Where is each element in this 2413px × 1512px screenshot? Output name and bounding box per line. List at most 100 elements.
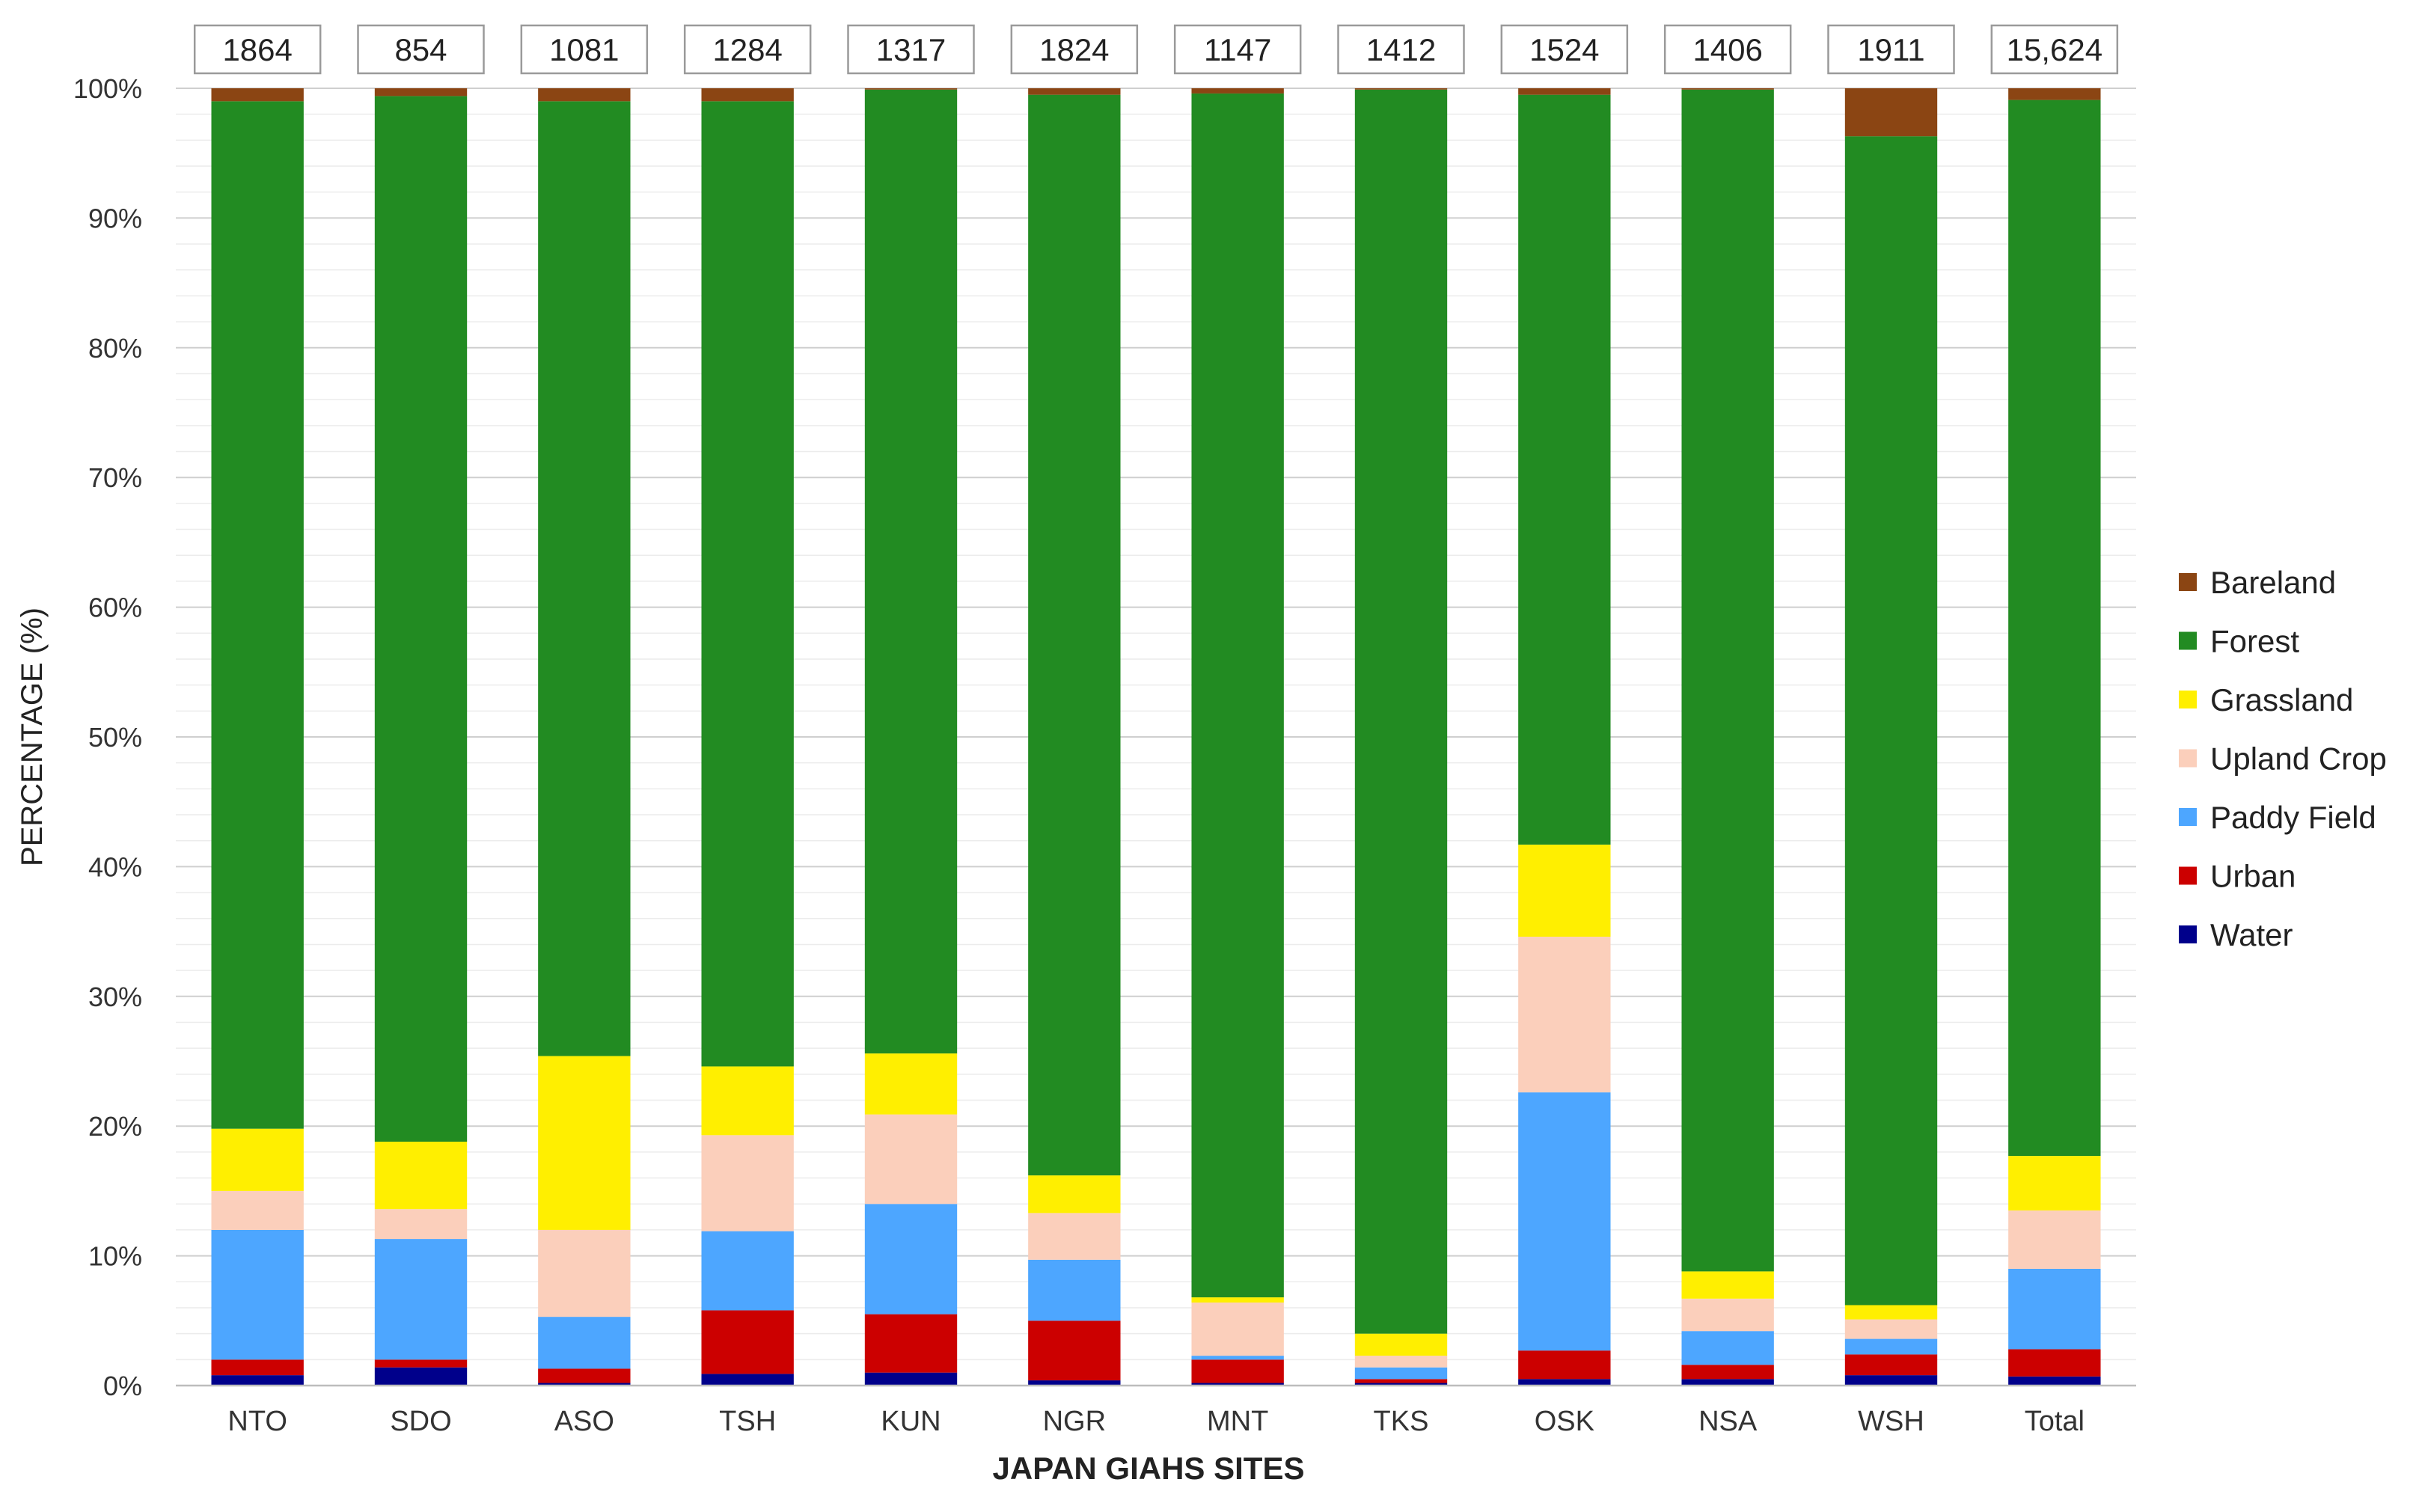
total-label: 1524: [1529, 32, 1599, 67]
y-tick-label: 90%: [88, 203, 142, 233]
bar-segment-water: [864, 1372, 958, 1386]
bar-segment-upland-crop: [1028, 1213, 1121, 1260]
legend-label: Bareland: [2210, 565, 2336, 600]
x-tick-label: WSH: [1858, 1406, 1924, 1437]
bar-segment-upland-crop: [864, 1114, 958, 1205]
bar-segment-forest: [1354, 89, 1448, 1334]
bar-segment-urban: [1354, 1379, 1448, 1383]
bar-segment-paddy-field: [1191, 1356, 1284, 1360]
bar-segment-urban: [374, 1359, 468, 1368]
total-label-box: [1827, 24, 1955, 75]
bar-segment-upland-crop: [1844, 1319, 1938, 1339]
y-axis-title: PERCENTAGE (%): [16, 607, 49, 866]
bar-segment-forest: [1844, 136, 1938, 1306]
total-label: 1147: [1204, 32, 1271, 67]
x-tick-label: MNT: [1207, 1406, 1268, 1437]
x-tick-label: TSH: [719, 1406, 776, 1437]
total-label: 854: [394, 32, 447, 67]
total-label: 1081: [549, 32, 619, 67]
total-label-box: [1990, 24, 2119, 75]
legend-swatch-paddy-field: [2179, 808, 2197, 826]
y-tick-label: 60%: [88, 593, 142, 623]
total-label-box: [1010, 24, 1139, 75]
bar-segment-grassland: [1354, 1333, 1448, 1356]
bar-segment-bareland: [538, 88, 631, 102]
bar-segment-upland-crop: [1191, 1303, 1284, 1356]
total-label: 15,624: [2007, 32, 2102, 67]
bar-segment-grassland: [1681, 1271, 1774, 1299]
bar-segment-grassland: [1518, 844, 1611, 937]
bar-segment-upland-crop: [374, 1209, 468, 1240]
total-label-box: [1663, 24, 1792, 75]
x-tick-label: OSK: [1535, 1406, 1594, 1437]
bar-segment-forest: [1191, 93, 1284, 1298]
total-label-box: [847, 24, 975, 75]
y-tick-label: 100%: [73, 73, 142, 104]
bar-segment-bareland: [2008, 88, 2101, 100]
bar-segment-urban: [1028, 1320, 1121, 1381]
bar-segment-upland-crop: [1518, 937, 1611, 1093]
bar-segment-bareland: [1844, 88, 1938, 137]
y-tick-label: 80%: [88, 333, 142, 364]
legend: Bareland Forest Grassland Upland Crop Paddy …: [2179, 565, 2387, 952]
bar-segment-water: [1191, 1383, 1284, 1386]
bar-segment-water: [211, 1375, 304, 1386]
bar-segment-upland-crop: [538, 1229, 631, 1317]
bar-segment-bareland: [1681, 88, 1774, 90]
bar-segment-upland-crop: [2008, 1210, 2101, 1269]
bar-segment-forest: [211, 101, 304, 1129]
bar-segment-forest: [374, 96, 468, 1142]
legend-label: Paddy Field: [2210, 800, 2376, 835]
legend-label: Upland Crop: [2210, 741, 2387, 777]
legend-swatch-urban: [2179, 866, 2197, 885]
bar-segment-bareland: [1191, 88, 1284, 94]
legend-label: Water: [2210, 917, 2293, 952]
bar-segment-forest: [538, 101, 631, 1056]
bar-segment-urban: [1681, 1365, 1774, 1380]
bar-segment-urban: [538, 1368, 631, 1383]
total-label-box: [357, 24, 485, 75]
bar-segment-urban: [1518, 1350, 1611, 1380]
total-labels: 1864 854 1081 1284 1317 1824 1147 1412 1524 1406 1…: [193, 24, 2119, 75]
bar-segment-water: [701, 1374, 794, 1386]
legend-swatch-bareland: [2179, 573, 2197, 591]
y-tick-label: 20%: [88, 1111, 142, 1142]
bar-segment-bareland: [1354, 88, 1448, 90]
bar-segment-water: [1028, 1380, 1121, 1386]
bar-segment-urban: [2008, 1349, 2101, 1377]
x-tick-label: NTO: [227, 1406, 287, 1437]
bar-segment-paddy-field: [1354, 1367, 1448, 1380]
y-tick-label: 70%: [88, 462, 142, 493]
total-label: 1317: [876, 32, 946, 67]
bar-segment-upland-crop: [701, 1135, 794, 1231]
bar-segment-paddy-field: [374, 1239, 468, 1360]
bar-segment-paddy-field: [211, 1229, 304, 1360]
bar-segment-paddy-field: [864, 1204, 958, 1314]
legend-swatch-grassland: [2179, 691, 2197, 708]
bar-segment-grassland: [1028, 1175, 1121, 1213]
total-label-box: [1173, 24, 1302, 75]
bar-segment-urban: [864, 1314, 958, 1373]
bar-segment-water: [374, 1367, 468, 1386]
total-label-box: [1337, 24, 1465, 75]
bar-segment-grassland: [1191, 1297, 1284, 1303]
bar-segment-forest: [2008, 100, 2101, 1157]
bar-segment-paddy-field: [1028, 1259, 1121, 1321]
gridlines: [176, 88, 2136, 1386]
bar-segment-paddy-field: [701, 1231, 794, 1311]
bar-segment-water: [1518, 1379, 1611, 1386]
bar-segment-grassland: [1844, 1305, 1938, 1320]
legend-label: Urban: [2210, 859, 2296, 894]
bar-segment-grassland: [2008, 1156, 2101, 1210]
total-label: 1284: [712, 32, 782, 67]
total-label-box: [1500, 24, 1629, 75]
legend-swatch-forest: [2179, 631, 2197, 650]
bar-segment-grassland: [701, 1066, 794, 1136]
total-label: 1911: [1857, 32, 1924, 67]
x-tick-label: SDO: [390, 1406, 451, 1437]
total-label: 1406: [1692, 32, 1762, 67]
bar-segment-water: [538, 1383, 631, 1386]
legend-label: Grassland: [2210, 682, 2353, 717]
